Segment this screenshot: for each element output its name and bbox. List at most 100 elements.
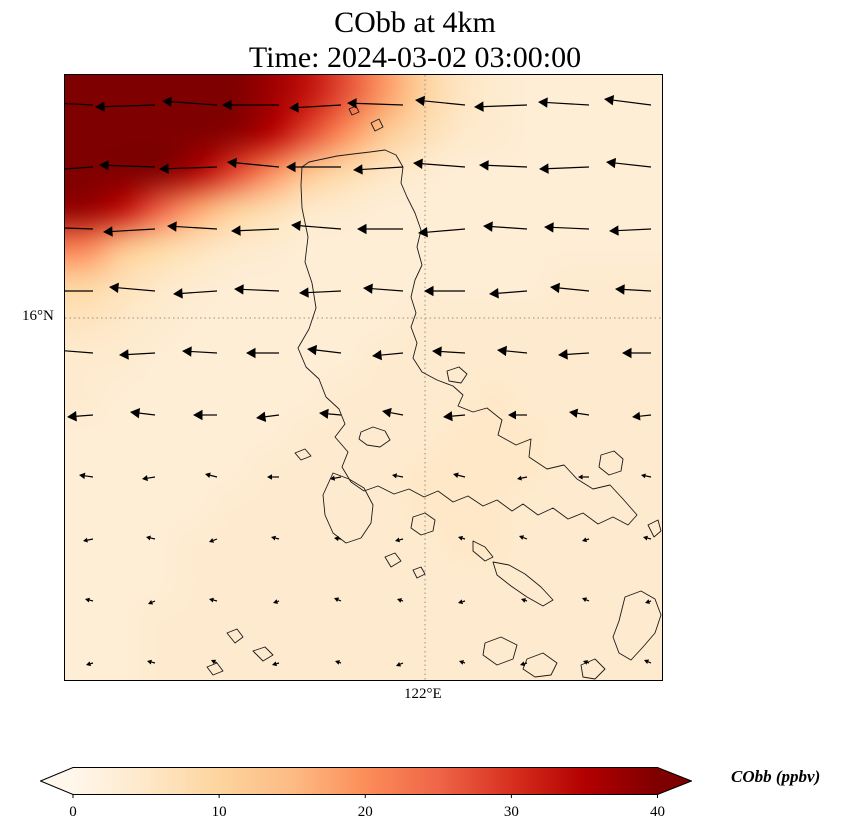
colorbar-tick-label: 0 xyxy=(69,804,77,820)
wind-arrow-shaft xyxy=(647,661,652,664)
wind-arrow-head xyxy=(182,346,192,357)
wind-arrow-shaft xyxy=(236,162,280,168)
colorbar-tick-label: 40 xyxy=(650,804,665,820)
wind-arrow-shaft xyxy=(308,290,342,294)
wind-arrow-shaft xyxy=(128,352,156,356)
wind-arrow-head xyxy=(392,473,398,479)
colorbar-tick-label: 20 xyxy=(357,804,373,820)
wind-arrow-head xyxy=(519,535,525,540)
coastline-islet-s2 xyxy=(522,652,558,678)
wind-arrow-shaft xyxy=(65,166,94,170)
wind-arrow-shaft xyxy=(276,662,280,665)
wind-arrow-shaft xyxy=(168,166,218,170)
wind-arrow-head xyxy=(582,597,588,603)
wind-arrow-head xyxy=(319,408,329,419)
wind-arrow-shaft xyxy=(401,599,404,602)
wind-arrow-head xyxy=(497,345,507,357)
wind-arrow-head xyxy=(148,599,154,605)
coastline-islet-babuyan1 xyxy=(370,118,384,132)
wind-arrow-shaft xyxy=(214,661,218,664)
wind-arrow-shaft xyxy=(618,228,652,232)
wind-arrow-shaft xyxy=(240,228,280,232)
wind-arrow-head xyxy=(582,537,588,543)
coastline-islet-sw1 xyxy=(226,628,244,644)
coastline-islet-sw2 xyxy=(252,646,274,662)
wind-arrow-shaft xyxy=(108,164,156,168)
figure-title: CObb at 4km xyxy=(334,6,496,39)
wind-arrow-head xyxy=(521,598,527,603)
wind-arrow-head xyxy=(609,225,619,236)
wind-arrow-shaft xyxy=(112,228,156,233)
wind-arrow-head xyxy=(397,598,403,603)
wind-arrow-head xyxy=(395,537,400,543)
colorbar-svg xyxy=(39,767,693,798)
wind-arrow-shaft xyxy=(337,599,342,602)
wind-arrow-shaft xyxy=(277,600,280,603)
wind-arrow-head xyxy=(130,407,141,419)
wind-arrow-head xyxy=(142,475,148,482)
wind-arrow-shaft xyxy=(182,290,218,294)
wind-arrow-shaft xyxy=(613,99,652,106)
wind-arrow-shaft xyxy=(243,288,280,292)
wind-arrow-shaft xyxy=(647,537,652,540)
wind-arrow-head xyxy=(246,347,256,359)
wind-arrow-head xyxy=(569,408,579,418)
wind-arrow-head xyxy=(267,474,273,480)
wind-arrow-shaft xyxy=(300,225,342,230)
heatmap-canvas xyxy=(65,75,662,680)
wind-arrow-shaft xyxy=(441,350,466,354)
wind-arrow-shaft xyxy=(84,475,94,478)
wind-arrow-head xyxy=(643,535,648,541)
wind-arrow-head xyxy=(645,599,651,604)
wind-arrow-head xyxy=(85,597,90,603)
wind-arrow-head xyxy=(299,287,309,298)
wind-arrow-head xyxy=(86,661,92,667)
wind-arrow-head xyxy=(550,282,560,294)
wind-arrow-head xyxy=(222,99,232,111)
wind-arrow-head xyxy=(334,536,339,542)
wind-arrow-head xyxy=(443,411,453,422)
wind-arrow-shaft xyxy=(151,661,156,664)
wind-arrow-shaft xyxy=(525,599,528,602)
wind-arrow-head xyxy=(256,411,267,422)
wind-arrow-head xyxy=(347,98,357,109)
wind-arrow-shaft xyxy=(399,662,404,665)
coastline-masbate xyxy=(492,561,554,607)
wind-arrow-head xyxy=(474,101,484,112)
wind-arrow-shaft xyxy=(462,537,466,540)
wind-arrow-head xyxy=(453,472,459,479)
coastline-samar xyxy=(612,590,662,661)
wind-arrow-shaft xyxy=(615,162,652,168)
wind-arrow-shaft xyxy=(624,288,652,292)
wind-arrow-head xyxy=(231,225,241,236)
wind-arrow-shaft xyxy=(171,101,218,106)
lat-tick-label: 16°N xyxy=(22,308,54,324)
wind-arrow-head xyxy=(103,226,113,237)
wind-arrow-shaft xyxy=(150,537,156,540)
wind-arrow-head xyxy=(578,474,583,480)
coastline-islet-east xyxy=(647,519,662,538)
wind-arrow-head xyxy=(622,347,632,359)
wind-arrow-head xyxy=(520,661,526,667)
wind-arrow-head xyxy=(489,288,499,299)
wind-arrow-head xyxy=(418,226,428,238)
colorbar: 0 10 20 30 40 xyxy=(39,767,693,825)
wind-arrow-shaft xyxy=(89,599,94,602)
wind-arrow-head xyxy=(604,95,615,106)
wind-arrow-shaft xyxy=(463,661,466,664)
wind-arrow-shaft xyxy=(553,226,590,230)
wind-arrow-shaft xyxy=(462,600,466,603)
wind-arrow-shaft xyxy=(452,414,466,417)
wind-arrow-shaft xyxy=(118,287,156,292)
wind-arrow-head xyxy=(458,599,464,605)
coastline-catanduanes xyxy=(598,450,624,476)
wind-arrow-head xyxy=(147,659,152,665)
wind-arrow-shaft xyxy=(559,287,590,292)
wind-arrow-head xyxy=(289,102,299,113)
wind-arrow-shaft xyxy=(488,164,528,168)
wind-arrow-head xyxy=(307,344,318,356)
wind-arrow-head xyxy=(205,472,211,479)
map-overlay-svg xyxy=(65,75,662,680)
wind-arrow-shaft xyxy=(213,538,218,541)
wind-arrow-shaft xyxy=(356,102,404,106)
